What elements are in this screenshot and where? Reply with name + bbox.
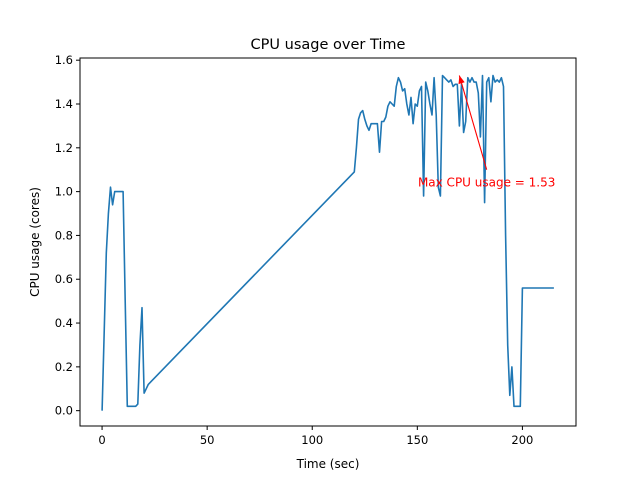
cpu-usage-line [101, 74, 554, 411]
y-tick-label: 1.0 [55, 185, 73, 199]
y-tick-label: 0.2 [55, 360, 73, 374]
axes-frame [79, 57, 577, 427]
x-tick-label: 100 [301, 433, 323, 447]
y-tick-label: 0.6 [55, 272, 73, 286]
x-tick-label: 200 [511, 433, 533, 447]
y-axis: 0.0 0.2 0.4 0.6 0.8 1.0 1.2 1.4 1.6 [55, 53, 80, 418]
annotation-arrow-line [458, 75, 488, 170]
x-tick-label: 0 [98, 433, 105, 447]
x-axis: 0 50 100 150 200 [98, 426, 533, 447]
chart-title: CPU usage over Time [251, 37, 406, 53]
plot-area [101, 74, 554, 411]
annotation-label: Max CPU usage = 1.53 [418, 176, 555, 190]
y-tick-label: 0.8 [55, 228, 73, 242]
y-axis-label: CPU usage (cores) [28, 187, 42, 297]
y-tick-label: 1.2 [55, 141, 73, 155]
annotation-arrow-head [458, 75, 465, 85]
y-tick-label: 0.4 [55, 316, 73, 330]
x-tick-label: 150 [406, 433, 428, 447]
x-axis-label: Time (sec) [296, 457, 360, 471]
max-annotation: Max CPU usage = 1.53 [418, 75, 555, 190]
y-tick-label: 1.4 [55, 97, 73, 111]
y-tick-label: 1.6 [55, 53, 73, 67]
y-tick-label: 0.0 [55, 404, 73, 418]
x-tick-label: 50 [200, 433, 215, 447]
